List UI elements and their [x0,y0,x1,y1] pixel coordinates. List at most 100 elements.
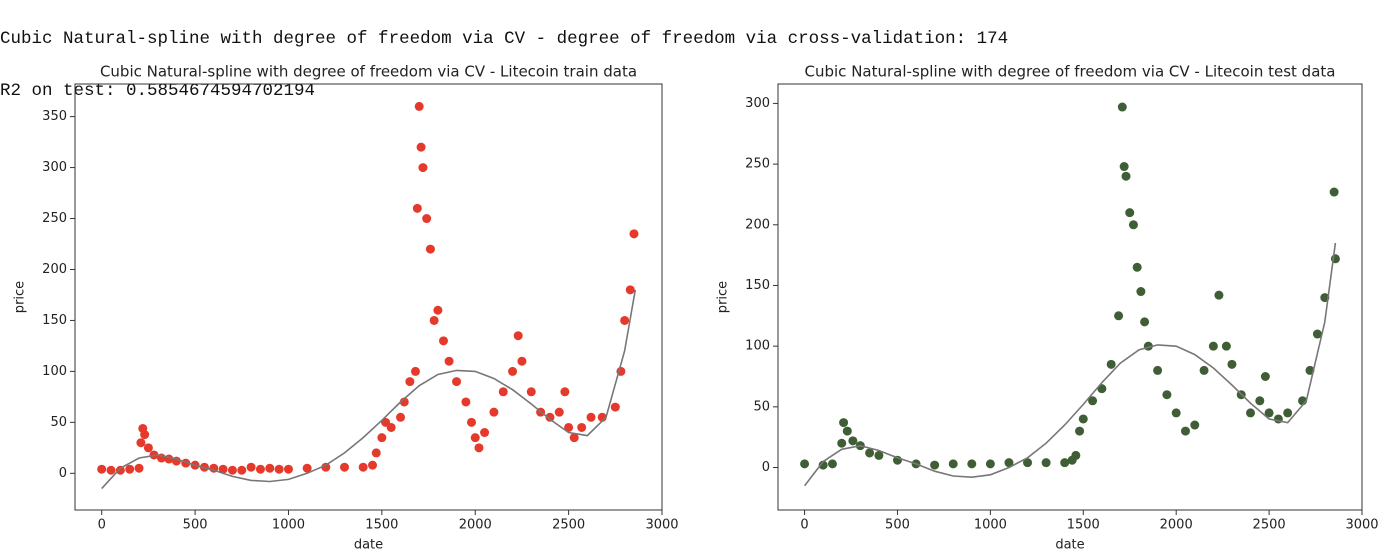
data-point [422,214,432,224]
y-tick-label: 50 [50,415,67,430]
data-point [255,464,265,474]
data-point [1060,458,1070,468]
data-point [1125,208,1135,218]
x-tick-label: 3000 [645,518,678,533]
y-tick-label: 250 [745,157,770,172]
data-point [577,422,587,432]
data-point [610,402,620,412]
data-point [1208,341,1218,351]
data-point [985,459,995,469]
data-point [368,460,378,470]
x-tick-label: 0 [800,518,808,533]
data-point [412,203,422,213]
data-point [418,163,428,173]
data-point [1329,187,1339,197]
x-tick-label: 2500 [1253,518,1286,533]
y-tick-label: 150 [745,278,770,293]
data-point [508,366,518,376]
data-point [526,387,536,397]
data-point [1140,317,1150,327]
data-point [227,465,237,475]
y-tick-label: 0 [762,460,770,475]
data-point [283,464,293,474]
data-point [1121,171,1131,181]
data-point [237,465,247,475]
data-point [474,443,484,453]
data-point [274,464,284,474]
data-point [358,462,368,472]
data-point [1264,408,1274,418]
data-point [489,407,499,417]
x-tick-label: 2500 [552,518,585,533]
data-point [143,443,153,453]
y-tick-label: 100 [745,339,770,354]
data-point [452,377,462,387]
data-point [967,459,977,469]
data-point [564,422,574,432]
data-point [1071,450,1081,460]
data-point [1153,365,1163,375]
data-point [560,387,570,397]
chart-title: Cubic Natural-spline with degree of free… [100,63,637,81]
data-point [1023,458,1033,468]
data-point [371,448,381,458]
data-point [438,336,448,346]
data-point [1260,371,1270,381]
data-point [470,433,480,443]
data-point [115,465,125,475]
data-point [125,464,135,474]
output-line: R2 on test: 0.5854674594702194 [0,81,316,101]
data-point [513,331,523,341]
x-tick-label: 3000 [1345,518,1378,533]
data-point [377,433,387,443]
data-point [1221,341,1231,351]
y-tick-label: 300 [42,160,67,175]
data-point [1227,359,1237,369]
data-point [416,142,426,152]
data-point [620,315,630,325]
data-point [865,448,875,458]
x-tick-label: 1500 [1067,518,1100,533]
x-tick-label: 2000 [1160,518,1193,533]
data-point [874,450,884,460]
spline-fit [101,289,637,490]
data-point [1078,414,1088,424]
data-point [1136,287,1146,297]
data-point [586,412,596,422]
data-point [1041,458,1051,468]
x-tick-label: 500 [885,518,910,533]
data-point [800,459,810,469]
x-axis-label: date [1055,538,1084,553]
data-point [246,462,256,472]
data-point [848,436,858,446]
data-point [321,462,331,472]
data-point [1004,458,1014,468]
data-point [134,463,144,473]
data-point [827,459,837,469]
data-point [414,101,424,111]
data-point [410,366,420,376]
y-tick-label: 200 [745,217,770,232]
data-point [629,229,639,239]
data-point [140,430,150,440]
y-tick-label: 200 [42,262,67,277]
data-point [1171,408,1181,418]
data-point [839,418,849,428]
data-point [1283,408,1293,418]
data-point [1114,311,1124,321]
data-point [106,465,116,475]
data-point [1214,290,1224,300]
data-point [1117,102,1127,112]
y-tick-label: 100 [42,364,67,379]
data-point [545,412,555,422]
y-tick-label: 250 [42,211,67,226]
data-point [340,462,350,472]
data-point [444,356,454,366]
data-point [1190,420,1200,430]
data-point [386,422,396,432]
data-point [1255,396,1265,406]
data-point [1088,396,1098,406]
data-point [842,426,852,436]
